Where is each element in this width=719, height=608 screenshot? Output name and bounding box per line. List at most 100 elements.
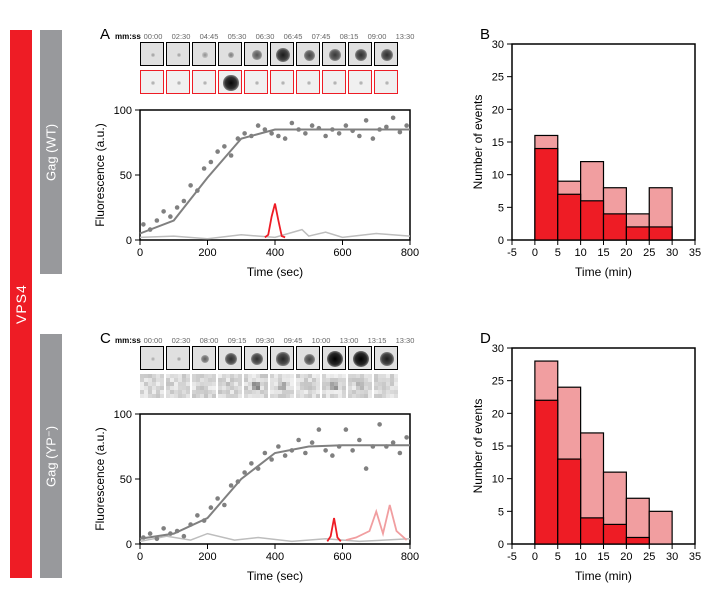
thumbnail (218, 42, 242, 66)
timestamp: 06:45 (280, 32, 306, 41)
svg-text:0: 0 (137, 247, 143, 259)
thumbnail (348, 70, 372, 94)
timestamp: 04:45 (196, 32, 222, 41)
thumbnail (192, 70, 216, 94)
svg-text:0: 0 (532, 551, 538, 563)
svg-text:30: 30 (666, 551, 678, 563)
svg-text:100: 100 (114, 409, 132, 421)
thumbnail (166, 70, 190, 94)
svg-text:30: 30 (666, 247, 678, 259)
svg-text:0: 0 (126, 539, 132, 551)
thumbnails-A-bot (140, 70, 398, 94)
thumbnail (140, 374, 164, 398)
panel-label-C: C (100, 330, 111, 347)
svg-text:800: 800 (401, 551, 419, 563)
gag-yp-label: Gag (YP⁻) (44, 425, 59, 486)
svg-text:10: 10 (492, 170, 504, 182)
svg-text:0: 0 (498, 235, 504, 247)
thumbnail (374, 42, 398, 66)
svg-text:30: 30 (492, 39, 504, 51)
thumbnail (322, 70, 346, 94)
thumbnail (322, 374, 346, 398)
svg-text:15: 15 (492, 441, 504, 453)
thumbnail (218, 346, 242, 370)
svg-text:600: 600 (333, 247, 351, 259)
thumbnail (244, 70, 268, 94)
svg-text:Time (min): Time (min) (575, 265, 632, 279)
svg-text:25: 25 (492, 376, 504, 388)
timestamps-A: 00:0002:3004:4505:3006:3006:4507:4508:15… (140, 32, 418, 41)
svg-text:5: 5 (498, 506, 504, 518)
thumbnail (244, 42, 268, 66)
svg-text:20: 20 (620, 247, 632, 259)
svg-text:-5: -5 (507, 247, 517, 259)
svg-text:0: 0 (532, 247, 538, 259)
svg-text:25: 25 (643, 247, 655, 259)
svg-text:Fluorescence (a.u.): Fluorescence (a.u.) (93, 427, 107, 530)
svg-text:20: 20 (620, 551, 632, 563)
timestamp: 07:45 (308, 32, 334, 41)
timestamp: 09:00 (364, 32, 390, 41)
thumbnail (140, 346, 164, 370)
thumbnail (296, 42, 320, 66)
thumbnail (348, 374, 372, 398)
thumbnails-A-top (140, 42, 398, 66)
thumbnail (270, 70, 294, 94)
panel-label-A: A (100, 26, 110, 43)
svg-text:5: 5 (498, 202, 504, 214)
thumbnail (192, 42, 216, 66)
svg-text:0: 0 (137, 551, 143, 563)
mmss-label-A: mm:ss (115, 32, 141, 41)
svg-text:15: 15 (597, 551, 609, 563)
svg-text:800: 800 (401, 247, 419, 259)
thumbnail (374, 70, 398, 94)
svg-text:15: 15 (597, 247, 609, 259)
svg-text:600: 600 (333, 551, 351, 563)
svg-text:100: 100 (114, 105, 132, 117)
thumbnail (296, 70, 320, 94)
svg-text:35: 35 (689, 551, 701, 563)
svg-text:35: 35 (689, 247, 701, 259)
timestamp: 05:30 (224, 32, 250, 41)
thumbnail (166, 346, 190, 370)
timestamp: 13:30 (392, 32, 418, 41)
chart-D: -505101520253035051015202530Time (min)Nu… (470, 334, 705, 584)
svg-text:25: 25 (643, 551, 655, 563)
chart-C: 0200400600800050100Time (sec)Fluorescenc… (90, 404, 420, 584)
svg-text:Fluorescence (a.u.): Fluorescence (a.u.) (93, 123, 107, 226)
gag-wt-label: Gag (WT) (44, 123, 59, 180)
svg-text:400: 400 (266, 247, 284, 259)
thumbnail (296, 346, 320, 370)
thumbnail (270, 346, 294, 370)
svg-text:400: 400 (266, 551, 284, 563)
vps4-sidebar: VPS4 (10, 30, 32, 578)
svg-text:10: 10 (575, 551, 587, 563)
svg-text:10: 10 (575, 247, 587, 259)
svg-text:200: 200 (198, 247, 216, 259)
thumbnail (192, 346, 216, 370)
thumbnail (244, 346, 268, 370)
timestamp: 09:15 (224, 336, 250, 345)
thumbnail (296, 374, 320, 398)
thumbnail (348, 346, 372, 370)
timestamp: 06:30 (252, 32, 278, 41)
svg-text:10: 10 (492, 474, 504, 486)
timestamp: 00:00 (140, 336, 166, 345)
thumbnail (270, 42, 294, 66)
svg-text:0: 0 (126, 235, 132, 247)
timestamp: 02:30 (168, 336, 194, 345)
gag-wt-sidebar: Gag (WT) (40, 30, 62, 274)
thumbnail (374, 374, 398, 398)
timestamp: 02:30 (168, 32, 194, 41)
svg-text:30: 30 (492, 343, 504, 355)
timestamps-C: 00:0002:3008:0009:1509:3009:4510:0013:00… (140, 336, 418, 345)
thumbnail (348, 42, 372, 66)
svg-text:25: 25 (492, 72, 504, 84)
svg-text:0: 0 (498, 539, 504, 551)
timestamp: 08:15 (336, 32, 362, 41)
timestamp: 10:00 (308, 336, 334, 345)
timestamp: 09:45 (280, 336, 306, 345)
timestamp: 00:00 (140, 32, 166, 41)
svg-text:200: 200 (198, 551, 216, 563)
thumbnail (218, 374, 242, 398)
